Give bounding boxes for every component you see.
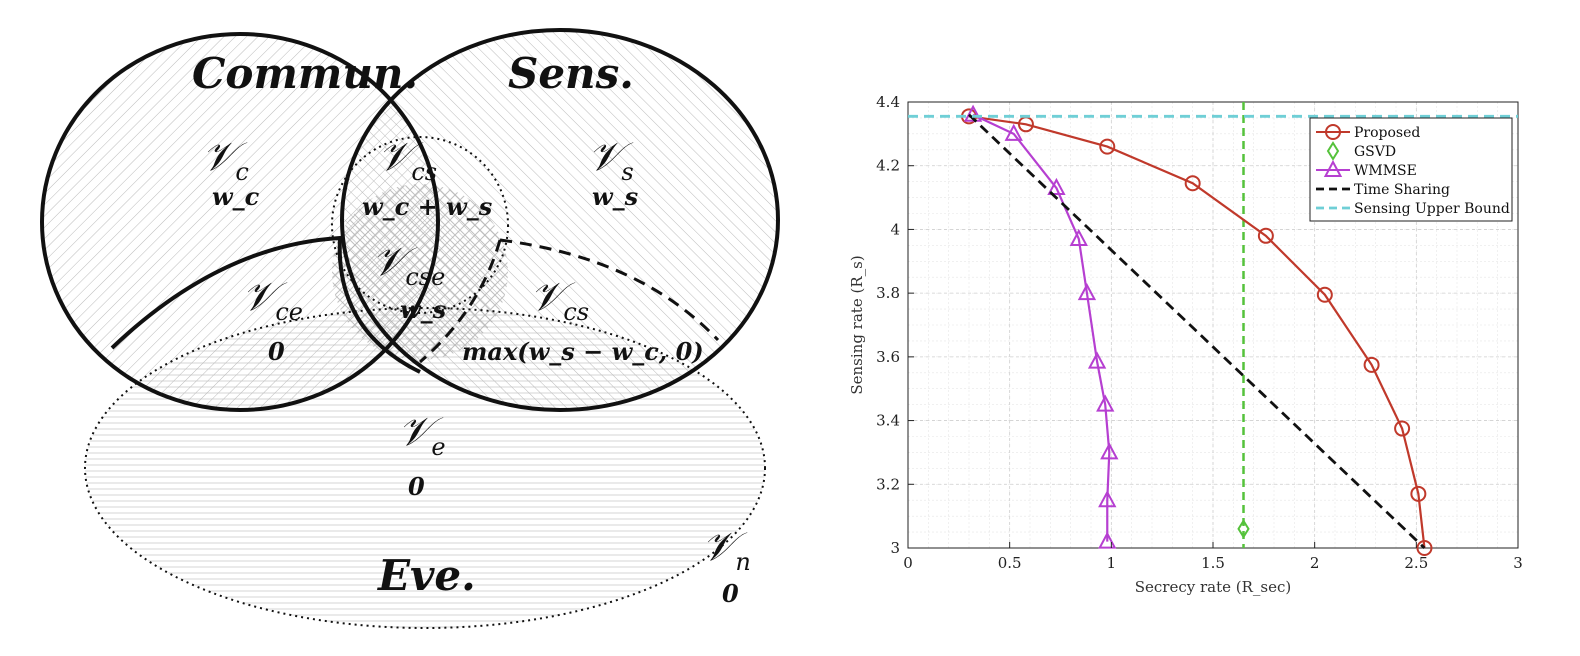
x-tick-label: 2.5 — [1404, 554, 1428, 572]
series-gsvd — [1237, 518, 1250, 539]
x-tick-label: 0.5 — [998, 554, 1022, 572]
region-n-weight: 0 — [722, 579, 739, 608]
marker-diamond — [1237, 518, 1250, 539]
ticks: 0 0.5 1 1.5 2 2.5 3 3 3.2 3.4 3.6 3.8 4 4.2 4.4 — [876, 93, 1523, 572]
region-cs2-weight: max(w_s − w_c, 0) — [462, 337, 704, 366]
line-wmmse — [972, 113, 1111, 542]
legend-label: WMMSE — [1354, 163, 1417, 179]
region-cse-weight: w_s — [400, 295, 447, 324]
x-tick-label: 1.5 — [1201, 554, 1225, 572]
region-e-symbol: 𝒱e — [398, 409, 446, 461]
marker-circle — [1416, 540, 1433, 556]
venn-diagram: Commun. Sens. Eve. 𝒱c w_c 𝒱cs w_c + w_s … — [40, 28, 780, 629]
marker-triangle — [1323, 159, 1343, 177]
series-layer — [908, 102, 1518, 556]
legend-label: GSVD — [1354, 144, 1396, 160]
legend: Proposed GSVD WMMSE Time Sharing Sensing Upp… — [1309, 117, 1513, 222]
solid-boundary-arc — [110, 235, 421, 374]
marker-triangle — [1087, 351, 1107, 369]
legend-item-proposed: Proposed — [1316, 124, 1420, 141]
marker-circle — [1325, 124, 1341, 140]
marker-triangle — [1047, 177, 1066, 196]
marker-triangle — [1096, 394, 1115, 412]
label-commun: Commun. — [192, 49, 418, 98]
label-eve: Eve. — [377, 551, 476, 600]
commun-outline — [40, 32, 440, 412]
marker-triangle — [1098, 531, 1117, 549]
y-tick-label: 4.4 — [876, 93, 900, 111]
marker-triangle — [1100, 442, 1119, 460]
series-wmmse — [963, 104, 1119, 549]
middle-circle-outline — [331, 136, 509, 314]
marker-circle — [1394, 420, 1411, 437]
dashed-boundary-inner — [419, 239, 502, 364]
marker-triangle — [1098, 490, 1117, 508]
rate-region-chart: 0 0.5 1 1.5 2 2.5 3 3 3.2 3.4 3.6 3.8 4 4.2 4.4 Secrec… — [848, 93, 1523, 596]
x-tick-label: 2 — [1310, 554, 1320, 572]
dashed-boundary — [499, 238, 720, 342]
marker-triangle — [1004, 123, 1023, 141]
region-e-weight: 0 — [408, 472, 425, 501]
region-s-weight: w_s — [592, 182, 639, 211]
legend-item-time-sharing: Time Sharing — [1316, 182, 1450, 198]
marker-triangle — [1077, 283, 1097, 301]
marker-triangle — [963, 104, 983, 122]
region-cs-weight: w_c + w_s — [362, 192, 493, 221]
y-tick-label: 4 — [890, 220, 900, 238]
legend-item-gsvd: GSVD — [1326, 141, 1396, 161]
legend-item-wmmse: WMMSE — [1316, 159, 1417, 179]
y-tick-label: 3.2 — [876, 475, 900, 493]
legend-label: Time Sharing — [1354, 182, 1450, 198]
region-ce-weight: 0 — [268, 337, 285, 366]
region-c-weight: w_c — [212, 182, 260, 211]
legend-label: Sensing Upper Bound — [1354, 201, 1510, 217]
eve-outline — [84, 307, 766, 629]
marker-circle — [1257, 227, 1274, 244]
legend-item-sensing-upper-bound: Sensing Upper Bound — [1316, 201, 1510, 217]
marker-triangle — [1069, 228, 1088, 246]
y-axis-label: Sensing rate (R_s) — [848, 255, 866, 394]
x-axis-label: Secrecy rate (R_sec) — [1135, 578, 1292, 596]
x-tick-label: 3 — [1513, 554, 1523, 572]
commun-region — [42, 34, 438, 410]
legend-label: Proposed — [1354, 125, 1420, 141]
y-tick-label: 3 — [890, 539, 900, 557]
line-proposed — [968, 115, 1426, 549]
y-tick-label: 3.8 — [876, 284, 900, 302]
region-n-symbol: 𝒱n — [702, 524, 751, 576]
marker-circle — [1410, 485, 1427, 502]
marker-circle — [1316, 286, 1333, 303]
series-proposed — [961, 108, 1433, 556]
marker-diamond — [1326, 141, 1340, 161]
y-tick-label: 3.4 — [876, 412, 900, 430]
x-tick-label: 1 — [1107, 554, 1117, 572]
y-tick-label: 3.6 — [876, 348, 900, 366]
sens-outline — [340, 28, 780, 412]
x-tick-label: 0 — [903, 554, 913, 572]
series-time-sharing — [968, 113, 1426, 550]
y-tick-label: 4.2 — [876, 157, 900, 175]
label-sens: Sens. — [508, 49, 634, 98]
marker-circle — [1363, 356, 1380, 373]
marker-circle — [1184, 175, 1201, 192]
line-time-sharing — [968, 113, 1426, 550]
marker-circle — [1099, 138, 1116, 155]
